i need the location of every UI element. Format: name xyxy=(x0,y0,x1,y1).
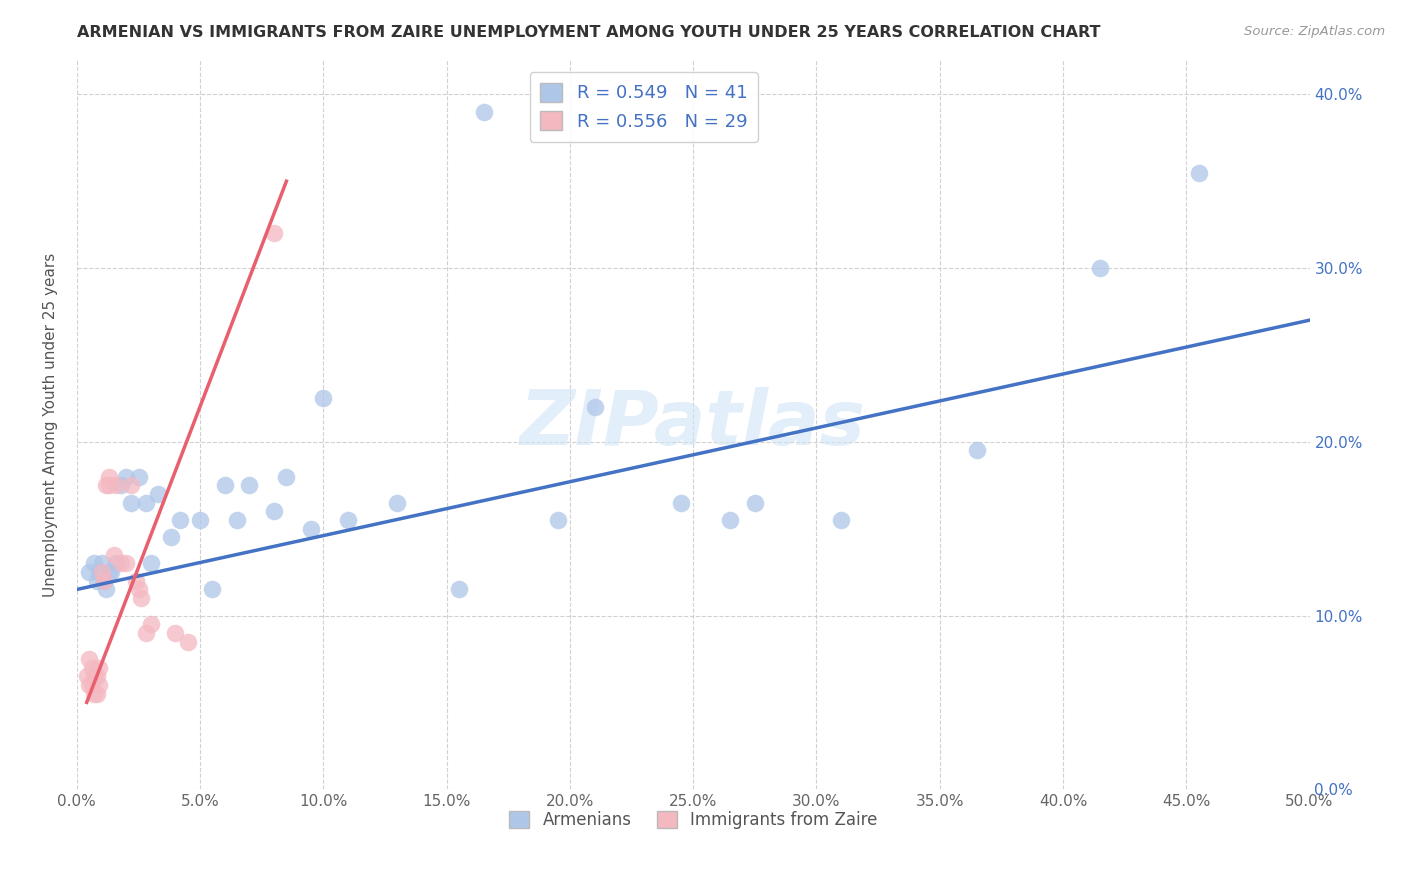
Point xyxy=(966,443,988,458)
Point xyxy=(110,557,132,571)
Point xyxy=(87,678,110,692)
Point xyxy=(96,582,118,597)
Point xyxy=(312,392,335,406)
Point xyxy=(139,557,162,571)
Point xyxy=(276,469,298,483)
Point xyxy=(447,582,470,597)
Point xyxy=(77,652,100,666)
Point xyxy=(93,574,115,588)
Point xyxy=(77,678,100,692)
Point xyxy=(80,678,103,692)
Point xyxy=(83,669,105,683)
Point xyxy=(90,565,112,579)
Point xyxy=(80,660,103,674)
Point xyxy=(135,495,157,509)
Point xyxy=(214,478,236,492)
Text: ARMENIAN VS IMMIGRANTS FROM ZAIRE UNEMPLOYMENT AMONG YOUTH UNDER 25 YEARS CORREL: ARMENIAN VS IMMIGRANTS FROM ZAIRE UNEMPL… xyxy=(77,25,1101,40)
Point xyxy=(201,582,224,597)
Point xyxy=(547,513,569,527)
Point xyxy=(169,513,191,527)
Point xyxy=(87,565,110,579)
Point xyxy=(97,469,120,483)
Point xyxy=(583,400,606,414)
Point xyxy=(139,617,162,632)
Y-axis label: Unemployment Among Youth under 25 years: Unemployment Among Youth under 25 years xyxy=(44,252,58,597)
Point xyxy=(120,495,142,509)
Point xyxy=(744,495,766,509)
Point xyxy=(165,625,187,640)
Legend: Armenians, Immigrants from Zaire: Armenians, Immigrants from Zaire xyxy=(502,804,884,836)
Point xyxy=(86,574,108,588)
Point xyxy=(77,565,100,579)
Point xyxy=(96,478,118,492)
Point xyxy=(76,669,98,683)
Point xyxy=(86,669,108,683)
Point xyxy=(86,687,108,701)
Point xyxy=(299,522,322,536)
Point xyxy=(387,495,409,509)
Point xyxy=(97,565,120,579)
Point xyxy=(188,513,211,527)
Point xyxy=(87,660,110,674)
Point xyxy=(105,478,128,492)
Point xyxy=(238,478,260,492)
Point xyxy=(125,574,148,588)
Point xyxy=(129,591,152,606)
Point xyxy=(128,469,150,483)
Point xyxy=(83,687,105,701)
Point xyxy=(263,227,285,241)
Point xyxy=(110,478,132,492)
Text: Source: ZipAtlas.com: Source: ZipAtlas.com xyxy=(1244,25,1385,38)
Point xyxy=(128,582,150,597)
Point xyxy=(1088,261,1111,276)
Point xyxy=(90,557,112,571)
Point xyxy=(105,557,128,571)
Text: ZIPatlas: ZIPatlas xyxy=(520,387,866,461)
Point xyxy=(159,530,181,544)
Point xyxy=(120,478,142,492)
Point xyxy=(177,634,200,648)
Point xyxy=(93,574,115,588)
Point xyxy=(669,495,692,509)
Point xyxy=(100,565,122,579)
Point xyxy=(83,557,105,571)
Point xyxy=(472,104,495,119)
Point xyxy=(263,504,285,518)
Point xyxy=(103,548,125,562)
Point xyxy=(148,487,170,501)
Point xyxy=(337,513,360,527)
Point xyxy=(718,513,741,527)
Point xyxy=(115,469,138,483)
Point xyxy=(97,478,120,492)
Point xyxy=(135,625,157,640)
Point xyxy=(226,513,249,527)
Point xyxy=(830,513,852,527)
Point xyxy=(115,557,138,571)
Point xyxy=(1187,165,1209,179)
